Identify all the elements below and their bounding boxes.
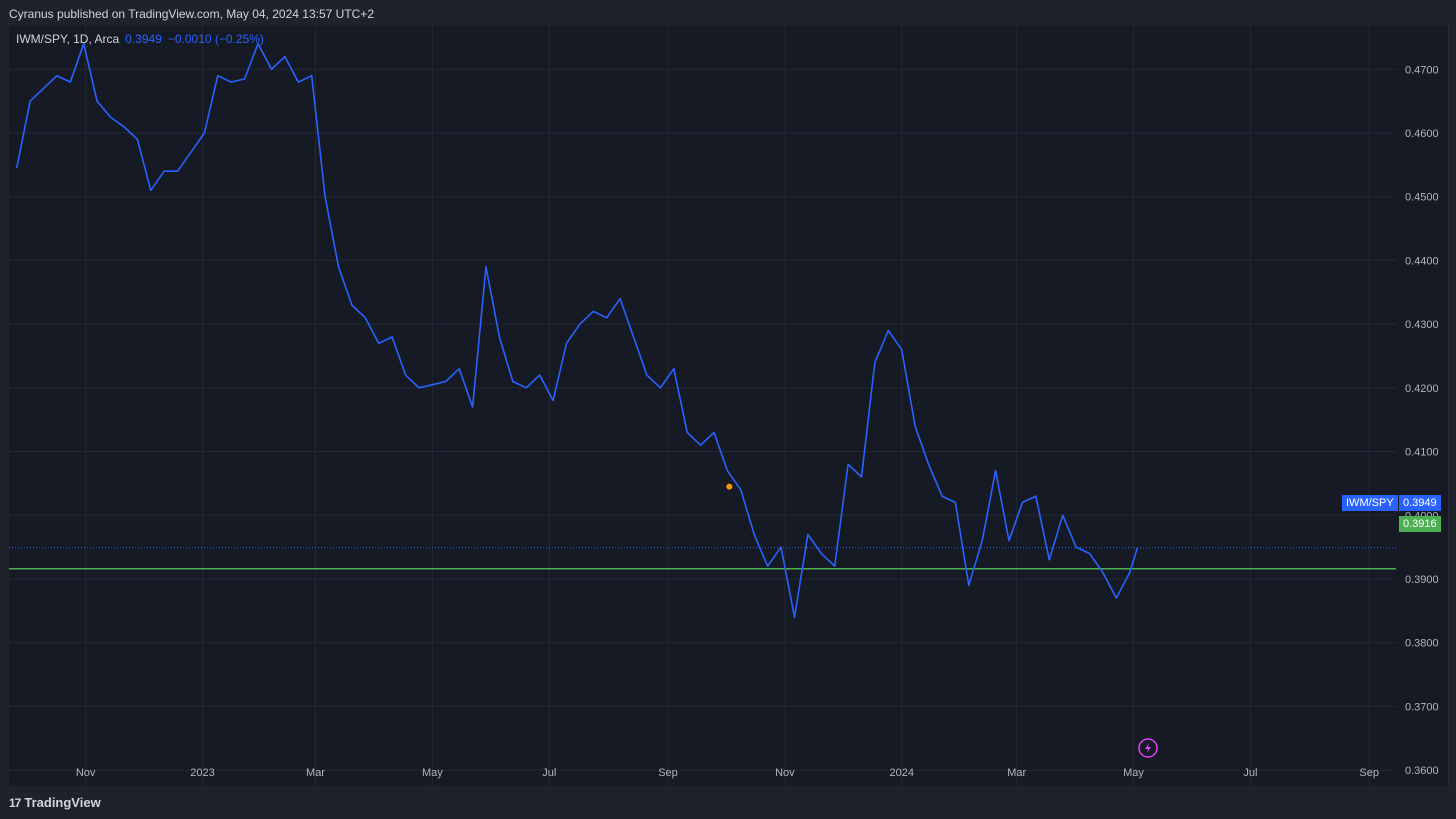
x-tick-label: Jul [1243, 767, 1257, 779]
x-tick-label: May [1123, 767, 1144, 779]
grid-lines [9, 26, 1396, 786]
tradingview-wordmark: TradingView [24, 795, 101, 810]
legend-last: 0.3949 [125, 32, 162, 46]
x-tick-label: 2024 [889, 767, 913, 779]
x-tick-label: Mar [1007, 767, 1026, 779]
event-marker [726, 483, 733, 490]
tradingview-icon: 17 [9, 795, 21, 810]
legend-symbol: IWM/SPY, 1D, Arca [16, 32, 120, 46]
series-line-iwm-spy [15, 42, 1139, 619]
y-tick-label: 0.4200 [1405, 383, 1439, 395]
legend-change: −0.0010 (−0.25%) [167, 32, 264, 46]
y-tick-label: 0.3700 [1405, 701, 1439, 713]
y-tick-label: 0.4700 [1405, 64, 1439, 76]
x-tick-label: Nov [775, 767, 795, 779]
y-tick-label: 0.4400 [1405, 255, 1439, 267]
hline-price-badge: 0.3916 [1399, 516, 1441, 532]
axes-layer: 0.4700 0.4600 0.4500 0.4400 0.4300 0.4200 0.41… [76, 64, 1439, 779]
chart-pane[interactable] [9, 26, 1449, 786]
symbol-label-badge: IWM/SPY [1342, 495, 1398, 511]
x-tick-label: 2023 [190, 767, 214, 779]
top-bar [0, 0, 1456, 26]
x-tick-label: May [422, 767, 443, 779]
publisher-label: Cyranus published on TradingView.com, Ma… [9, 7, 374, 21]
series-layer [9, 42, 1396, 619]
x-tick-label: Jul [542, 767, 556, 779]
x-tick-label: Nov [76, 767, 96, 779]
y-tick-label: 0.3900 [1405, 574, 1439, 586]
bottom-bar [0, 786, 1456, 819]
y-tick-label: 0.4100 [1405, 447, 1439, 459]
x-tick-label: Mar [306, 767, 325, 779]
last-price-badge: 0.3949 [1399, 495, 1441, 511]
y-tick-label: 0.4600 [1405, 128, 1439, 140]
y-tick-label: 0.4300 [1405, 319, 1439, 331]
y-tick-label: 0.3800 [1405, 638, 1439, 650]
lightning-icon [1138, 738, 1158, 758]
tradingview-logo[interactable]: 17 TradingView [9, 795, 101, 810]
y-tick-label: 0.3600 [1405, 765, 1439, 777]
x-tick-label: Sep [658, 767, 678, 779]
y-tick-label: 0.4500 [1405, 192, 1439, 204]
legend[interactable]: IWM/SPY, 1D, Arca 0.3949 −0.0010 (−0.25%… [16, 32, 264, 46]
lightning-bolt [1145, 743, 1151, 753]
x-tick-label: Sep [1359, 767, 1379, 779]
